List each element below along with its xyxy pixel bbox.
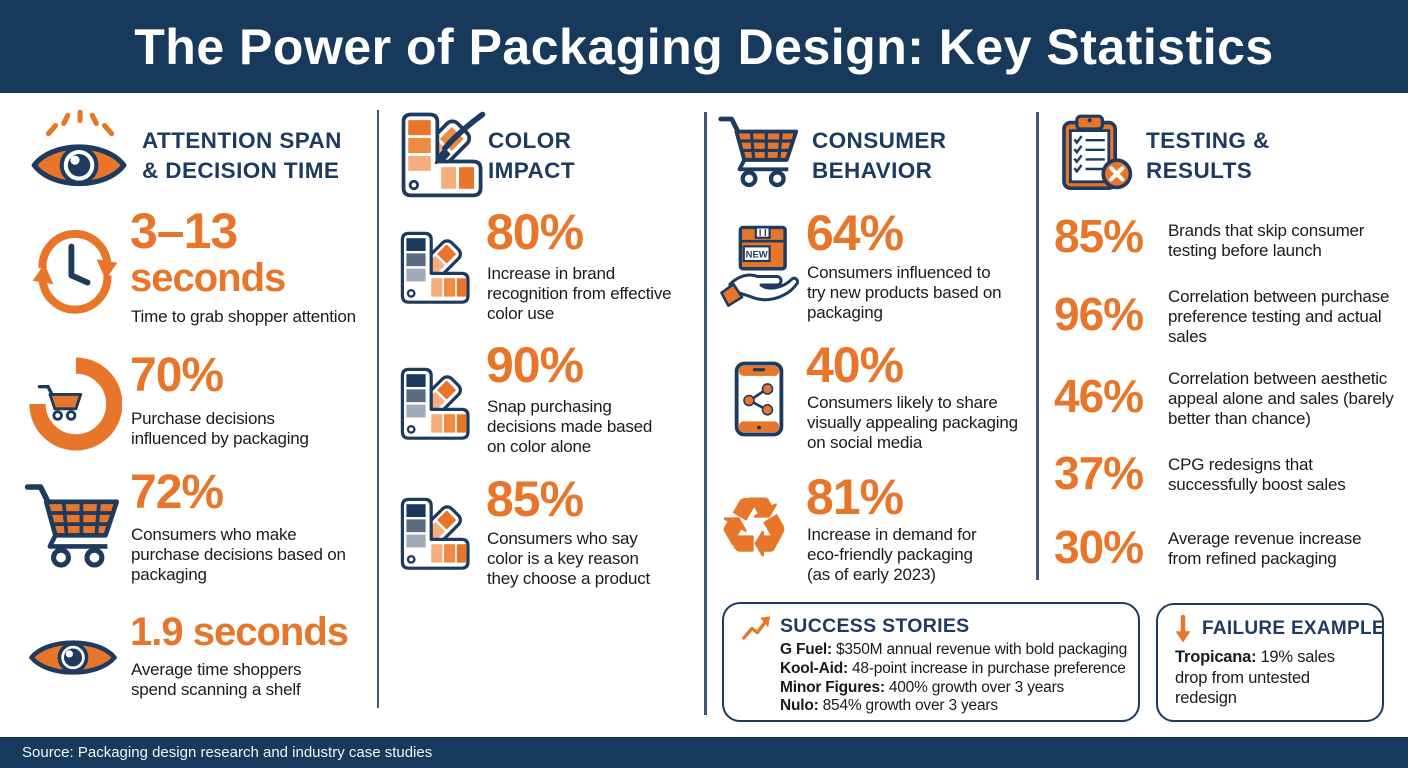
source-bar: Source: Packaging design research and in… bbox=[0, 737, 1408, 768]
failure-example-title: FAILURE EXAMPLE bbox=[1202, 618, 1385, 639]
recycle-icon: ♻ bbox=[718, 483, 790, 572]
failure-example-box: FAILURE EXAMPLE Tropicana: 19% sales drop… bbox=[1156, 603, 1385, 722]
shopping-cart-icon bbox=[716, 112, 804, 192]
list-item: Kool-Aid: 48-point increase in purchase p… bbox=[780, 659, 1126, 677]
stat-label: Consumers likely to share visually appea… bbox=[807, 393, 1018, 453]
stat-value-seconds: seconds bbox=[130, 256, 286, 300]
cart-arc-icon bbox=[26, 356, 122, 452]
page-title: The Power of Packaging Design: Key Stati… bbox=[134, 18, 1274, 75]
clipboard-x-icon bbox=[1056, 110, 1136, 196]
column-header-color: COLOR IMPACT bbox=[488, 128, 575, 183]
failure-example-text: Tropicana: 19% sales drop from untested r… bbox=[1175, 648, 1335, 708]
stat-label: Increase in brand recognition from effec… bbox=[487, 264, 672, 324]
svg-text:NEW: NEW bbox=[746, 250, 768, 261]
success-stories-list: G Fuel: $350M annual revenue with bold pa… bbox=[780, 641, 1127, 716]
column-divider-3 bbox=[1036, 112, 1039, 580]
stat-label: Correlation between purchase preference … bbox=[1168, 287, 1390, 347]
column-header-behavior: CONSUMER BEHAVIOR bbox=[812, 128, 947, 183]
success-stories-title: SUCCESS STORIES bbox=[780, 615, 970, 637]
eye-icon bbox=[26, 630, 120, 685]
stat-label: Consumers influenced to try new products… bbox=[807, 263, 1002, 323]
color-swatch-icon bbox=[396, 228, 476, 306]
stat-value-46: 46% bbox=[1054, 370, 1144, 422]
stat-value-30: 30% bbox=[1054, 521, 1144, 573]
list-item: Minor Figures: 400% growth over 3 years bbox=[780, 678, 1065, 696]
stat-label: Consumers who make purchase decisions ba… bbox=[131, 525, 346, 585]
trend-up-icon bbox=[738, 615, 774, 642]
stat-label: Purchase decisions influenced by packagi… bbox=[131, 409, 309, 449]
stat-value-64: 64% bbox=[806, 205, 904, 261]
stat-value-96: 96% bbox=[1054, 288, 1144, 340]
stat-label: Snap purchasing decisions made based on … bbox=[487, 397, 653, 457]
stat-label: Consumers who say color is a key reason … bbox=[487, 529, 651, 589]
stat-label: Brands that skip consumer testing before… bbox=[1168, 221, 1365, 261]
stat-label: Time to grab shopper attention bbox=[131, 307, 356, 326]
color-swatch-icon bbox=[396, 494, 476, 572]
column-header-testing: TESTING & RESULTS bbox=[1146, 128, 1270, 183]
palette-brush-icon bbox=[396, 110, 490, 198]
success-stories-box: SUCCESS STORIES G Fuel: $350M annual reve… bbox=[722, 602, 1140, 722]
stat-label: CPG redesigns that successfully boost sa… bbox=[1168, 455, 1346, 495]
list-item: Nulo: 854% growth over 3 years bbox=[780, 697, 998, 715]
column-header-attention: ATTENTION SPAN & DECISION TIME bbox=[142, 128, 342, 183]
stat-label: Average revenue increase from refined pa… bbox=[1168, 529, 1362, 569]
stat-value-90: 90% bbox=[486, 337, 584, 393]
title-bar: The Power of Packaging Design: Key Stati… bbox=[0, 0, 1408, 93]
stat-value-1-9-seconds: 1.9 seconds bbox=[130, 610, 349, 654]
stat-value-3-13: 3–13 bbox=[130, 203, 238, 259]
source-text: Source: Packaging design research and in… bbox=[22, 744, 433, 761]
column-divider-1 bbox=[377, 110, 379, 708]
stat-value-80: 80% bbox=[486, 204, 584, 260]
stat-value-37: 37% bbox=[1054, 447, 1144, 499]
stat-value-72: 72% bbox=[130, 466, 224, 519]
list-item: G Fuel: $350M annual revenue with bold pa… bbox=[780, 641, 1128, 658]
stat-label: Correlation between aesthetic appeal alo… bbox=[1168, 369, 1394, 429]
clock-cycle-icon bbox=[30, 222, 120, 318]
stat-value-85-testing: 85% bbox=[1054, 210, 1144, 262]
phone-share-icon bbox=[732, 354, 786, 444]
eye-rays-icon bbox=[24, 108, 130, 194]
stat-value-70: 70% bbox=[130, 349, 224, 402]
stat-label: Average time shoppers spend scanning a s… bbox=[131, 660, 302, 700]
shopping-cart-icon bbox=[22, 478, 126, 574]
column-divider-2 bbox=[704, 112, 707, 715]
new-product-hand-icon: NEW bbox=[718, 222, 804, 312]
down-arrow-icon bbox=[1174, 614, 1192, 644]
stat-value-40: 40% bbox=[806, 337, 904, 393]
stat-value-85-color: 85% bbox=[486, 471, 584, 527]
color-swatch-icon bbox=[396, 364, 476, 442]
stat-label: Increase in demand for eco-friendly pack… bbox=[807, 525, 977, 585]
stat-value-81: 81% bbox=[806, 469, 904, 525]
